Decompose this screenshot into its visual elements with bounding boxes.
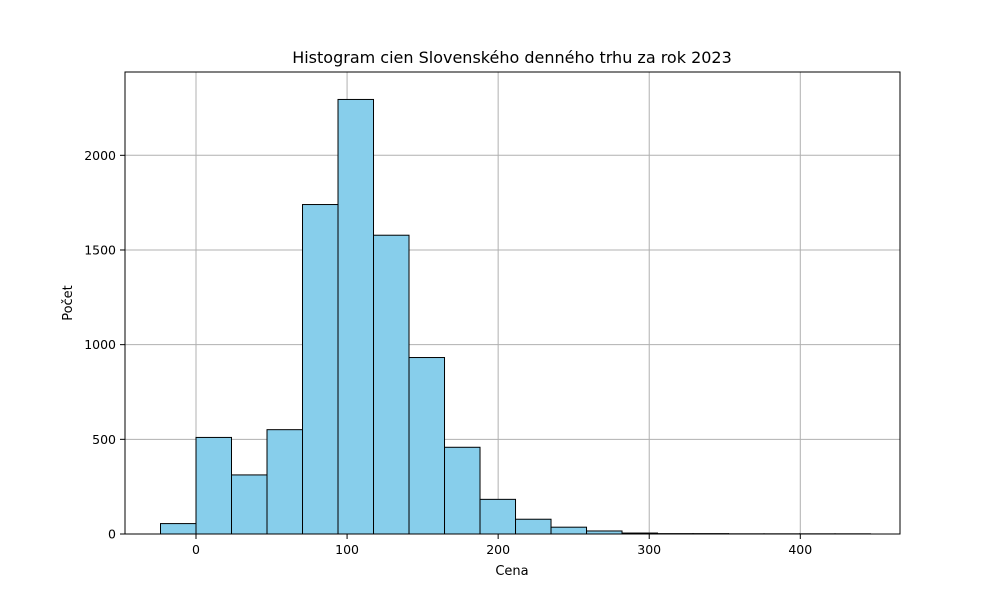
x-tick-label: 400 [788, 542, 812, 557]
y-tick-label: 0 [108, 527, 116, 542]
histogram-bars [160, 98, 872, 535]
y-axis-label: Počet [61, 285, 76, 321]
chart-title: Histogram cien Slovenského denného trhu … [292, 48, 732, 67]
histogram-bar [408, 357, 446, 535]
histogram-bar [266, 429, 304, 535]
x-tick-label: 300 [637, 542, 661, 557]
histogram-bar [479, 498, 517, 535]
histogram-bar [550, 526, 588, 535]
axis-ticks: 0 100 200 300 400 0 500 1000 1500 2000 [84, 148, 812, 557]
x-axis-label: Cena [495, 564, 528, 579]
y-tick-label: 1500 [84, 242, 116, 257]
histogram-bar [373, 234, 410, 535]
histogram-bar [195, 436, 233, 535]
grid-lines [125, 72, 900, 535]
x-tick-label: 0 [192, 542, 200, 557]
y-tick-label: 500 [92, 432, 116, 447]
y-tick-label: 1000 [84, 337, 116, 352]
plot-frame [124, 71, 901, 535]
histogram-bar [231, 474, 268, 535]
histogram-bar [515, 518, 552, 535]
y-tick-label: 2000 [84, 148, 116, 163]
histogram-bar [302, 204, 339, 535]
x-tick-label: 100 [335, 542, 359, 557]
histogram-bar [337, 98, 375, 535]
histogram-bar [444, 446, 481, 535]
x-tick-label: 200 [486, 542, 510, 557]
histogram-bar [160, 523, 197, 535]
